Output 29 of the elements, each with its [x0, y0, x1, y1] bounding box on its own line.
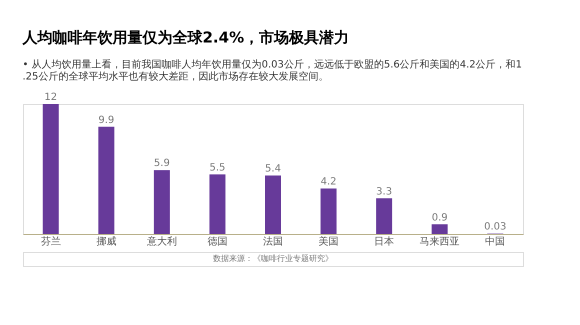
bar — [98, 126, 114, 234]
data-label: 5.9 — [154, 158, 170, 170]
bar — [265, 176, 281, 234]
bar — [320, 188, 337, 234]
chart-title: 人均咖啡年饮用量仅为全球2.4%，市场极具潜力 — [22, 28, 350, 46]
x-tick-label: 中国 — [485, 236, 506, 248]
bar — [432, 224, 448, 234]
x-tick-label: 意大利 — [146, 236, 177, 248]
data-label: 4.2 — [320, 176, 337, 188]
x-tick-label: 挪威 — [96, 236, 116, 248]
x-tick-label: 马来西亚 — [420, 236, 460, 248]
data-label: 12 — [44, 92, 58, 103]
chart-subtitle: • 从人均饮用量上看，目前我国咖啡人均年饮用量仅为0.03公斤，远远低于欧盟的5.6公斤和美国的4.2公斤，和1.25公斤的全球平均水平也有较大差距，因此市场存在较大发展空间。 — [22, 58, 522, 82]
bar — [42, 104, 59, 234]
data-label: 0.03 — [484, 222, 506, 233]
x-tick-label: 德国 — [207, 236, 228, 248]
data-label: 5.4 — [265, 164, 281, 174]
bar — [154, 170, 170, 234]
x-tick-label: 美国 — [318, 236, 339, 248]
bar — [376, 198, 392, 234]
data-label: 9.9 — [98, 114, 114, 126]
x-tick-label: 法国 — [263, 236, 283, 248]
data-label: 3.3 — [376, 186, 392, 198]
bar — [209, 174, 226, 234]
x-tick-label: 芬兰 — [40, 236, 61, 248]
x-tick-label: 日本 — [374, 236, 394, 248]
data-label: 5.5 — [209, 162, 226, 174]
data-label: 0.9 — [432, 212, 448, 224]
source-note: 数据来源：《咖啡行业专题研究》 — [213, 254, 333, 263]
